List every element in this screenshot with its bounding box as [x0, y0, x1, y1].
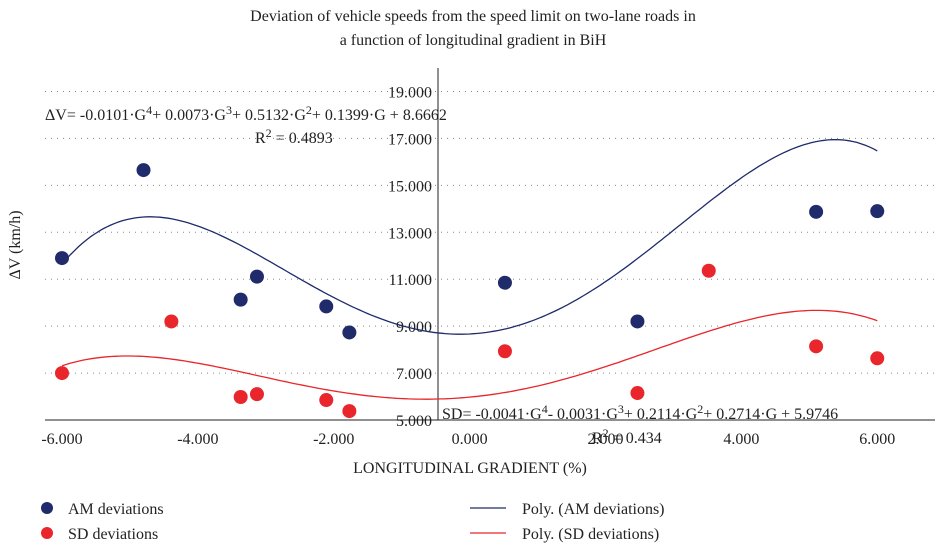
y-tick-label: 11.000 — [389, 272, 432, 289]
equation-part: + 0.5132·G — [232, 107, 306, 124]
y-tick-label: 13.000 — [388, 225, 432, 242]
chart-title: Deviation of vehicle speeds from the spe… — [250, 8, 696, 25]
x-tick-label: -6.000 — [41, 431, 82, 448]
data-point — [249, 269, 264, 284]
data-point — [136, 163, 151, 178]
equation-part: - 0.0031·G — [548, 406, 619, 423]
legend-label: AM deviations — [68, 501, 164, 518]
x-tick-label: 2.000 — [587, 431, 623, 448]
data-point — [54, 366, 69, 381]
data-point — [319, 393, 334, 408]
equation-part: = 0.434 — [609, 430, 662, 447]
y-tick-label: 7.000 — [396, 366, 432, 383]
legend-label: Poly. (SD deviations) — [522, 526, 659, 543]
equation: R2 = 0.434 — [592, 426, 662, 447]
data-point — [870, 204, 885, 219]
superscript: 2 — [266, 126, 272, 140]
data-point — [809, 204, 824, 219]
legend-label: Poly. (AM deviations) — [522, 501, 665, 518]
x-tick-label: 4.000 — [723, 431, 759, 448]
equation: SD= -0.0041·G4- 0.0031·G3+ 0.2114·G2+ 0.… — [442, 402, 838, 423]
legend-marker — [41, 502, 53, 514]
trendline — [61, 138, 878, 335]
x-axis-title: LONGITUDINAL GRADIENT (%) — [353, 460, 587, 477]
x-tick-label: 0.000 — [452, 431, 488, 448]
superscript: 4 — [542, 402, 548, 416]
data-point — [342, 404, 357, 419]
y-tick-label: 5.000 — [396, 413, 432, 430]
data-point — [630, 314, 645, 329]
data-point — [342, 325, 357, 340]
superscript: 2 — [697, 402, 703, 416]
y-tick-label: 15.000 — [388, 178, 432, 195]
equation-part: = 0.4893 — [272, 130, 333, 147]
data-point — [319, 299, 334, 314]
equation-part: + 0.2114·G — [624, 406, 698, 423]
data-point — [870, 351, 885, 366]
data-point — [497, 344, 512, 359]
data-point — [233, 292, 248, 307]
y-tick-label: 9.000 — [396, 319, 432, 336]
superscript: 4 — [146, 103, 152, 117]
superscript: 2 — [603, 426, 609, 440]
superscript: 3 — [226, 103, 232, 117]
x-tick-label: -2.000 — [313, 431, 354, 448]
x-tick-label: -4.000 — [177, 431, 218, 448]
data-point — [701, 263, 716, 278]
data-point — [809, 339, 824, 354]
superscript: 2 — [306, 103, 312, 117]
equation-part: SD= -0.0041·G — [442, 406, 542, 423]
equation: R2 = 0.4893 — [255, 126, 333, 147]
superscript: 3 — [618, 402, 624, 416]
legend-marker — [41, 527, 53, 539]
data-point — [233, 390, 248, 405]
y-axis-title: ΔV (km/h) — [7, 210, 24, 279]
data-point — [249, 387, 264, 402]
y-tick-label: 19.000 — [388, 84, 432, 101]
equation-part: + 0.2714·G + 5.9746 — [703, 406, 838, 423]
equation-part: + 0.1399·G + 8.6662 — [312, 107, 447, 124]
data-point — [497, 275, 512, 290]
equation-part: + 0.0073·G — [152, 107, 226, 124]
data-point — [630, 386, 645, 401]
y-tick-label: 17.000 — [388, 131, 432, 148]
equation: ΔV= -0.0101·G4+ 0.0073·G3+ 0.5132·G2+ 0.… — [45, 103, 447, 124]
data-point — [164, 314, 179, 329]
x-tick-label: 6.000 — [859, 431, 895, 448]
legend-label: SD deviations — [68, 526, 158, 543]
chart-title: a function of longitudinal gradient in B… — [340, 32, 607, 49]
equation-part: R — [592, 430, 603, 447]
equation-part: ΔV= -0.0101·G — [45, 107, 147, 124]
trendline — [61, 309, 878, 400]
data-point — [54, 251, 69, 266]
equation-part: R — [255, 130, 266, 147]
